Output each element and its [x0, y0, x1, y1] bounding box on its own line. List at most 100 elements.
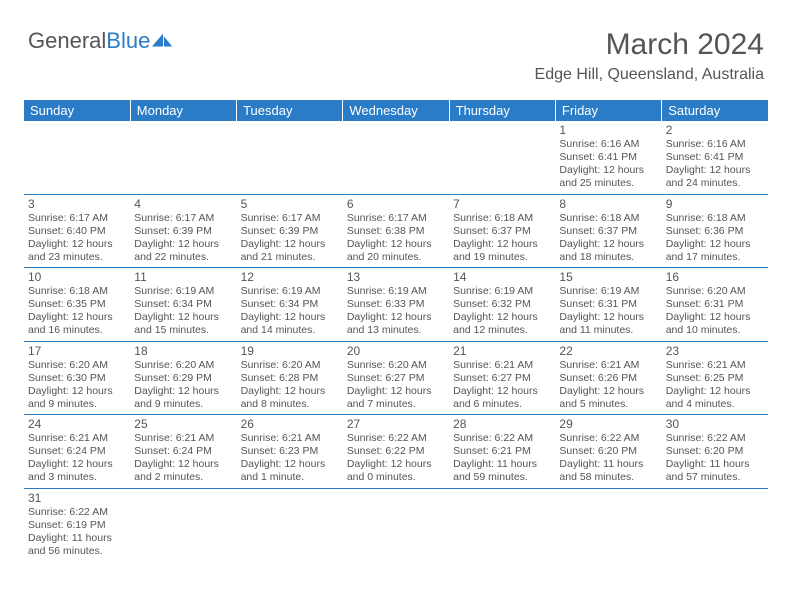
day-info: Sunrise: 6:20 AMSunset: 6:31 PMDaylight:…	[666, 285, 764, 338]
weekday-row: SundayMondayTuesdayWednesdayThursdayFrid…	[24, 100, 768, 121]
calendar-day-cell	[343, 488, 449, 561]
page-header: GeneralBlue March 2024 Edge Hill, Queens…	[0, 0, 792, 90]
day-info: Sunrise: 6:19 AMSunset: 6:34 PMDaylight:…	[134, 285, 232, 338]
brand-logo: GeneralBlue	[28, 28, 174, 54]
day-info: Sunrise: 6:21 AMSunset: 6:25 PMDaylight:…	[666, 359, 764, 412]
calendar-week-row: 24 Sunrise: 6:21 AMSunset: 6:24 PMDayligh…	[24, 415, 768, 489]
day-number: 5	[241, 197, 339, 211]
day-info: Sunrise: 6:17 AMSunset: 6:39 PMDaylight:…	[134, 212, 232, 265]
calendar-day-cell: 11Sunrise: 6:19 AMSunset: 6:34 PMDayligh…	[130, 268, 236, 342]
day-number: 6	[347, 197, 445, 211]
day-number: 18	[134, 344, 232, 358]
calendar-day-cell: 4Sunrise: 6:17 AMSunset: 6:39 PMDaylight…	[130, 194, 236, 268]
calendar-day-cell: 10Sunrise: 6:18 AMSunset: 6:35 PMDayligh…	[24, 268, 130, 342]
calendar-day-cell: 1Sunrise: 6:16 AMSunset: 6:41 PMDaylight…	[555, 121, 661, 194]
calendar-day-cell	[449, 121, 555, 194]
calendar-day-cell: 27Sunrise: 6:22 AMSunset: 6:22 PMDayligh…	[343, 415, 449, 489]
calendar-week-row: 3Sunrise: 6:17 AMSunset: 6:40 PMDaylight…	[24, 194, 768, 268]
day-number: 10	[28, 270, 126, 284]
day-number: 4	[134, 197, 232, 211]
calendar-day-cell	[237, 121, 343, 194]
day-number: 14	[453, 270, 551, 284]
day-info: Sunrise: 6:17 AMSunset: 6:38 PMDaylight:…	[347, 212, 445, 265]
calendar-table: SundayMondayTuesdayWednesdayThursdayFrid…	[24, 100, 768, 561]
calendar-day-cell: 13Sunrise: 6:19 AMSunset: 6:33 PMDayligh…	[343, 268, 449, 342]
day-number: 27	[347, 417, 445, 431]
day-info: Sunrise: 6:19 AMSunset: 6:32 PMDaylight:…	[453, 285, 551, 338]
calendar-day-cell	[130, 121, 236, 194]
calendar-day-cell: 2Sunrise: 6:16 AMSunset: 6:41 PMDaylight…	[662, 121, 768, 194]
day-info: Sunrise: 6:21 AMSunset: 6:27 PMDaylight:…	[453, 359, 551, 412]
calendar-body: 1Sunrise: 6:16 AMSunset: 6:41 PMDaylight…	[24, 121, 768, 561]
calendar-day-cell: 17Sunrise: 6:20 AMSunset: 6:30 PMDayligh…	[24, 341, 130, 415]
day-info: Sunrise: 6:22 AMSunset: 6:20 PMDaylight:…	[559, 432, 657, 485]
brand-part2: Blue	[106, 28, 150, 54]
calendar-day-cell: 21Sunrise: 6:21 AMSunset: 6:27 PMDayligh…	[449, 341, 555, 415]
day-number: 12	[241, 270, 339, 284]
day-info: Sunrise: 6:16 AMSunset: 6:41 PMDaylight:…	[559, 138, 657, 191]
day-info: Sunrise: 6:18 AMSunset: 6:37 PMDaylight:…	[559, 212, 657, 265]
location-text: Edge Hill, Queensland, Australia	[535, 66, 764, 84]
day-number: 7	[453, 197, 551, 211]
calendar-day-cell: 8Sunrise: 6:18 AMSunset: 6:37 PMDaylight…	[555, 194, 661, 268]
day-info: Sunrise: 6:17 AMSunset: 6:39 PMDaylight:…	[241, 212, 339, 265]
day-number: 29	[559, 417, 657, 431]
title-block: March 2024 Edge Hill, Queensland, Austra…	[535, 28, 764, 84]
calendar-week-row: 31Sunrise: 6:22 AMSunset: 6:19 PMDayligh…	[24, 488, 768, 561]
calendar-week-row: 1Sunrise: 6:16 AMSunset: 6:41 PMDaylight…	[24, 121, 768, 194]
calendar-day-cell: 24Sunrise: 6:21 AMSunset: 6:24 PMDayligh…	[24, 415, 130, 489]
day-info: Sunrise: 6:22 AMSunset: 6:19 PMDaylight:…	[28, 506, 126, 559]
weekday-header: Wednesday	[343, 100, 449, 121]
day-number: 26	[241, 417, 339, 431]
day-number: 1	[559, 123, 657, 137]
calendar-day-cell: 26Sunrise: 6:21 AMSunset: 6:23 PMDayligh…	[237, 415, 343, 489]
weekday-header: Friday	[555, 100, 661, 121]
calendar-day-cell: 12Sunrise: 6:19 AMSunset: 6:34 PMDayligh…	[237, 268, 343, 342]
day-info: Sunrise: 6:18 AMSunset: 6:35 PMDaylight:…	[28, 285, 126, 338]
calendar-day-cell: 31Sunrise: 6:22 AMSunset: 6:19 PMDayligh…	[24, 488, 130, 561]
day-info: Sunrise: 6:19 AMSunset: 6:34 PMDaylight:…	[241, 285, 339, 338]
sail-icon	[152, 33, 174, 49]
day-number: 21	[453, 344, 551, 358]
day-number: 15	[559, 270, 657, 284]
calendar-day-cell: 9Sunrise: 6:18 AMSunset: 6:36 PMDaylight…	[662, 194, 768, 268]
calendar-day-cell: 29Sunrise: 6:22 AMSunset: 6:20 PMDayligh…	[555, 415, 661, 489]
weekday-header: Saturday	[662, 100, 768, 121]
day-number: 28	[453, 417, 551, 431]
calendar-day-cell	[237, 488, 343, 561]
day-number: 13	[347, 270, 445, 284]
weekday-header: Monday	[130, 100, 236, 121]
day-number: 24	[28, 417, 126, 431]
calendar-day-cell: 7Sunrise: 6:18 AMSunset: 6:37 PMDaylight…	[449, 194, 555, 268]
day-number: 25	[134, 417, 232, 431]
calendar-day-cell: 15Sunrise: 6:19 AMSunset: 6:31 PMDayligh…	[555, 268, 661, 342]
day-number: 16	[666, 270, 764, 284]
day-info: Sunrise: 6:22 AMSunset: 6:21 PMDaylight:…	[453, 432, 551, 485]
day-number: 3	[28, 197, 126, 211]
day-number: 9	[666, 197, 764, 211]
day-number: 22	[559, 344, 657, 358]
calendar-day-cell: 18Sunrise: 6:20 AMSunset: 6:29 PMDayligh…	[130, 341, 236, 415]
day-number: 2	[666, 123, 764, 137]
calendar-day-cell	[449, 488, 555, 561]
day-info: Sunrise: 6:20 AMSunset: 6:28 PMDaylight:…	[241, 359, 339, 412]
calendar-day-cell: 5Sunrise: 6:17 AMSunset: 6:39 PMDaylight…	[237, 194, 343, 268]
day-info: Sunrise: 6:21 AMSunset: 6:24 PMDaylight:…	[134, 432, 232, 485]
day-number: 31	[28, 491, 126, 505]
day-info: Sunrise: 6:22 AMSunset: 6:22 PMDaylight:…	[347, 432, 445, 485]
day-info: Sunrise: 6:20 AMSunset: 6:27 PMDaylight:…	[347, 359, 445, 412]
calendar-day-cell: 3Sunrise: 6:17 AMSunset: 6:40 PMDaylight…	[24, 194, 130, 268]
day-number: 23	[666, 344, 764, 358]
calendar-day-cell: 23Sunrise: 6:21 AMSunset: 6:25 PMDayligh…	[662, 341, 768, 415]
day-number: 20	[347, 344, 445, 358]
calendar-day-cell	[555, 488, 661, 561]
day-info: Sunrise: 6:21 AMSunset: 6:23 PMDaylight:…	[241, 432, 339, 485]
calendar-day-cell: 28Sunrise: 6:22 AMSunset: 6:21 PMDayligh…	[449, 415, 555, 489]
day-number: 30	[666, 417, 764, 431]
calendar-week-row: 10Sunrise: 6:18 AMSunset: 6:35 PMDayligh…	[24, 268, 768, 342]
calendar-day-cell	[130, 488, 236, 561]
calendar-day-cell: 20Sunrise: 6:20 AMSunset: 6:27 PMDayligh…	[343, 341, 449, 415]
day-info: Sunrise: 6:17 AMSunset: 6:40 PMDaylight:…	[28, 212, 126, 265]
calendar-day-cell: 30Sunrise: 6:22 AMSunset: 6:20 PMDayligh…	[662, 415, 768, 489]
calendar-day-cell: 22Sunrise: 6:21 AMSunset: 6:26 PMDayligh…	[555, 341, 661, 415]
